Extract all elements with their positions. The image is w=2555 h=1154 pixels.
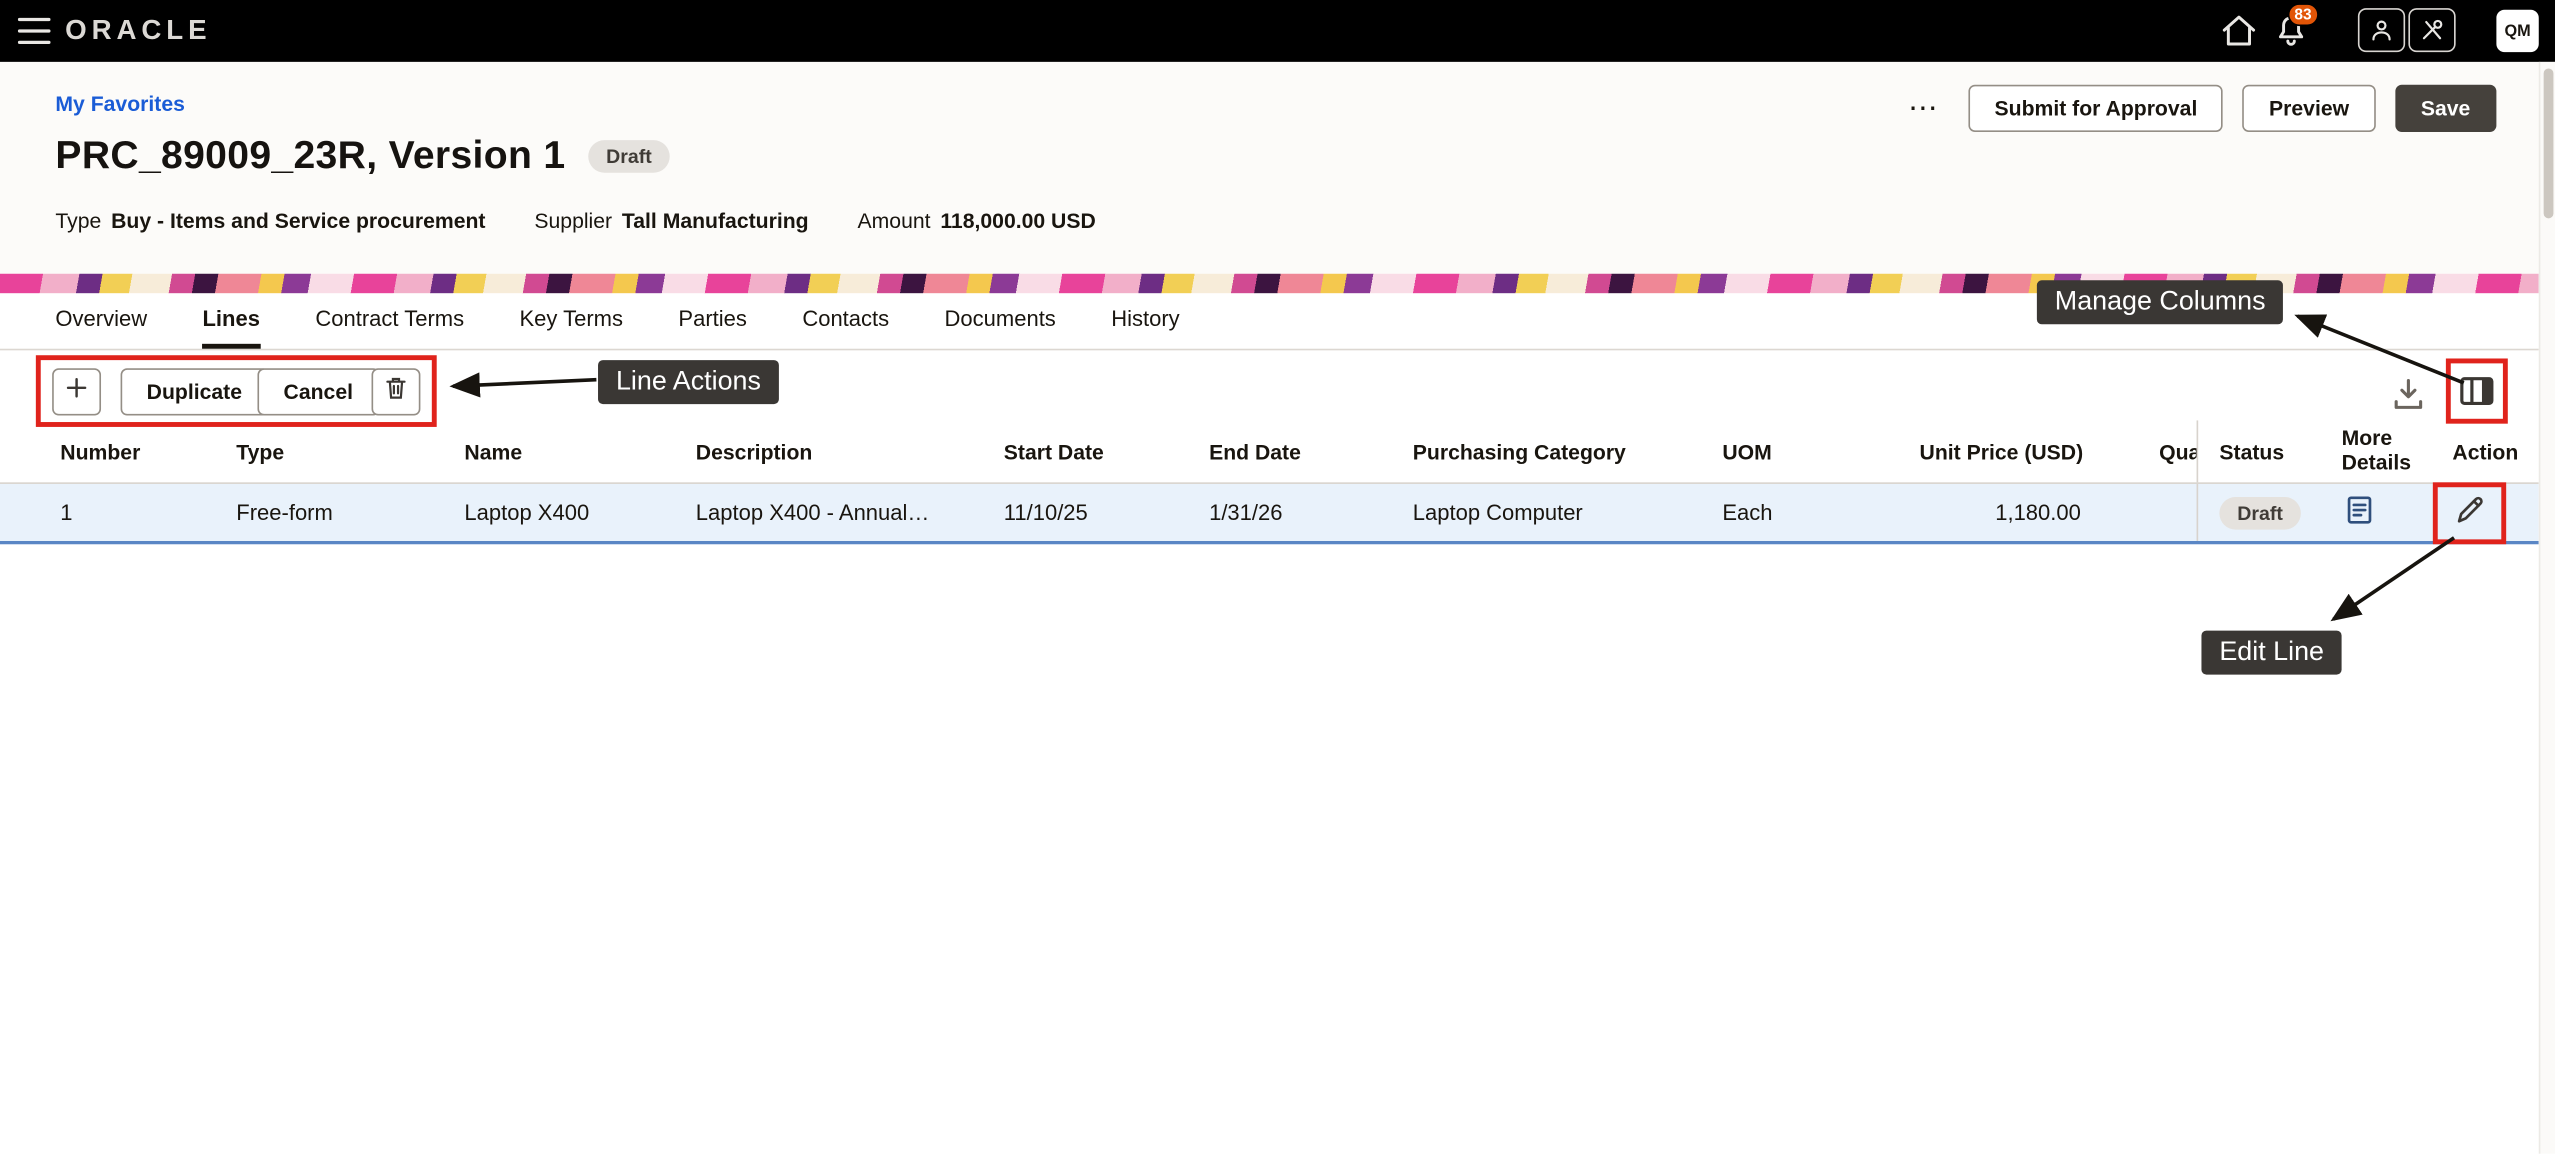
tab-history[interactable]: History bbox=[1111, 306, 1180, 331]
delete-line-button[interactable] bbox=[371, 368, 421, 416]
assistant-person-icon[interactable] bbox=[2357, 8, 2406, 53]
duplicate-button[interactable]: Duplicate bbox=[120, 368, 269, 416]
cancel-button[interactable]: Cancel bbox=[257, 368, 380, 416]
meta-supplier-label: Supplier bbox=[534, 208, 613, 234]
trash-icon bbox=[381, 373, 410, 410]
hamburger-menu-icon[interactable] bbox=[17, 17, 51, 44]
preview-button[interactable]: Preview bbox=[2242, 84, 2376, 132]
row-name: Laptop X400 bbox=[464, 500, 590, 525]
col-header-quantity-truncated: Qua bbox=[2159, 439, 2197, 464]
tab-contract-terms[interactable]: Contract Terms bbox=[315, 306, 465, 331]
row-description: Laptop X400 - Annual… bbox=[695, 500, 930, 525]
meta-type-label: Type bbox=[55, 208, 102, 234]
callout-line-actions: Line Actions bbox=[598, 360, 779, 405]
tab-parties[interactable]: Parties bbox=[678, 306, 747, 331]
col-header-end-date: End Date bbox=[1209, 439, 1301, 464]
row-number: 1 bbox=[60, 500, 73, 525]
oracle-logo: ORACLE bbox=[65, 14, 212, 46]
more-details-icon[interactable] bbox=[2342, 492, 2378, 528]
meta-supplier-value: Tall Manufacturing bbox=[621, 208, 809, 234]
decorative-banner bbox=[0, 273, 2539, 294]
submit-for-approval-button[interactable]: Submit for Approval bbox=[1968, 84, 2224, 132]
col-header-uom: UOM bbox=[1722, 439, 1772, 464]
col-header-description: Description bbox=[695, 439, 813, 464]
tab-overview[interactable]: Overview bbox=[55, 306, 148, 331]
edit-line-pencil-icon[interactable] bbox=[2452, 492, 2488, 528]
save-button[interactable]: Save bbox=[2394, 84, 2497, 132]
col-header-type: Type bbox=[236, 439, 285, 464]
col-header-number: Number bbox=[60, 439, 141, 464]
page-header: My Favorites PRC_89009_23R, Version 1 Dr… bbox=[0, 61, 2555, 274]
col-header-purchasing-category: Purchasing Category bbox=[1412, 439, 1626, 464]
add-line-button[interactable] bbox=[52, 368, 102, 416]
col-header-more-details: More Details bbox=[2341, 425, 2412, 475]
avatar[interactable]: QM bbox=[2496, 9, 2539, 53]
row-type: Free-form bbox=[236, 500, 333, 525]
manage-columns-icon[interactable] bbox=[2456, 370, 2498, 412]
tools-icon[interactable] bbox=[2408, 8, 2456, 53]
tab-documents[interactable]: Documents bbox=[944, 306, 1056, 331]
scrollbar-thumb[interactable] bbox=[2543, 68, 2554, 219]
row-status-badge: Draft bbox=[2219, 496, 2301, 529]
tab-key-terms[interactable]: Key Terms bbox=[519, 306, 624, 331]
row-uom: Each bbox=[1722, 500, 1773, 525]
row-start-date: 11/10/25 bbox=[1003, 500, 1088, 525]
meta-type-value: Buy - Items and Service procurement bbox=[111, 208, 486, 234]
row-action-cell bbox=[2438, 492, 2555, 533]
tab-lines[interactable]: Lines bbox=[202, 293, 260, 349]
top-bar: ORACLE 83 QM bbox=[0, 0, 2555, 62]
page-title: PRC_89009_23R, Version 1 bbox=[55, 133, 566, 178]
download-icon[interactable] bbox=[2389, 375, 2428, 414]
home-icon[interactable] bbox=[2219, 11, 2258, 50]
row-purchasing-category: Laptop Computer bbox=[1412, 500, 1583, 525]
row-end-date: 1/31/26 bbox=[1209, 500, 1283, 525]
col-header-unit-price: Unit Price (USD) bbox=[1919, 439, 2084, 464]
notification-count-badge: 83 bbox=[2287, 3, 2319, 27]
meta-amount-value: 118,000.00 USD bbox=[940, 208, 1096, 234]
breadcrumb[interactable]: My Favorites bbox=[55, 91, 185, 116]
row-unit-price: 1,180.00 bbox=[1995, 500, 2081, 525]
more-actions-button[interactable]: ⋯ bbox=[1898, 85, 1949, 132]
table-row[interactable]: 1 Free-form Laptop X400 Laptop X400 - An… bbox=[0, 483, 2539, 545]
status-badge: Draft bbox=[588, 140, 670, 173]
col-header-action: Action bbox=[2452, 439, 2519, 464]
tab-contacts[interactable]: Contacts bbox=[802, 306, 890, 331]
plus-icon bbox=[62, 373, 91, 410]
table-header-row: Number Type Name Description Start Date … bbox=[0, 420, 2539, 484]
vertical-scrollbar bbox=[2538, 61, 2555, 1154]
col-header-name: Name bbox=[464, 439, 523, 464]
document-meta: Type Buy - Items and Service procurement … bbox=[55, 209, 1095, 233]
meta-amount-label: Amount bbox=[857, 208, 931, 234]
row-more-details-cell bbox=[2325, 492, 2437, 534]
col-header-start-date: Start Date bbox=[1003, 439, 1104, 464]
col-header-status: Status bbox=[2196, 420, 2326, 483]
row-status-cell: Draft bbox=[2196, 483, 2326, 541]
callout-manage-columns: Manage Columns bbox=[2036, 280, 2284, 325]
callout-edit-line: Edit Line bbox=[2201, 630, 2342, 675]
